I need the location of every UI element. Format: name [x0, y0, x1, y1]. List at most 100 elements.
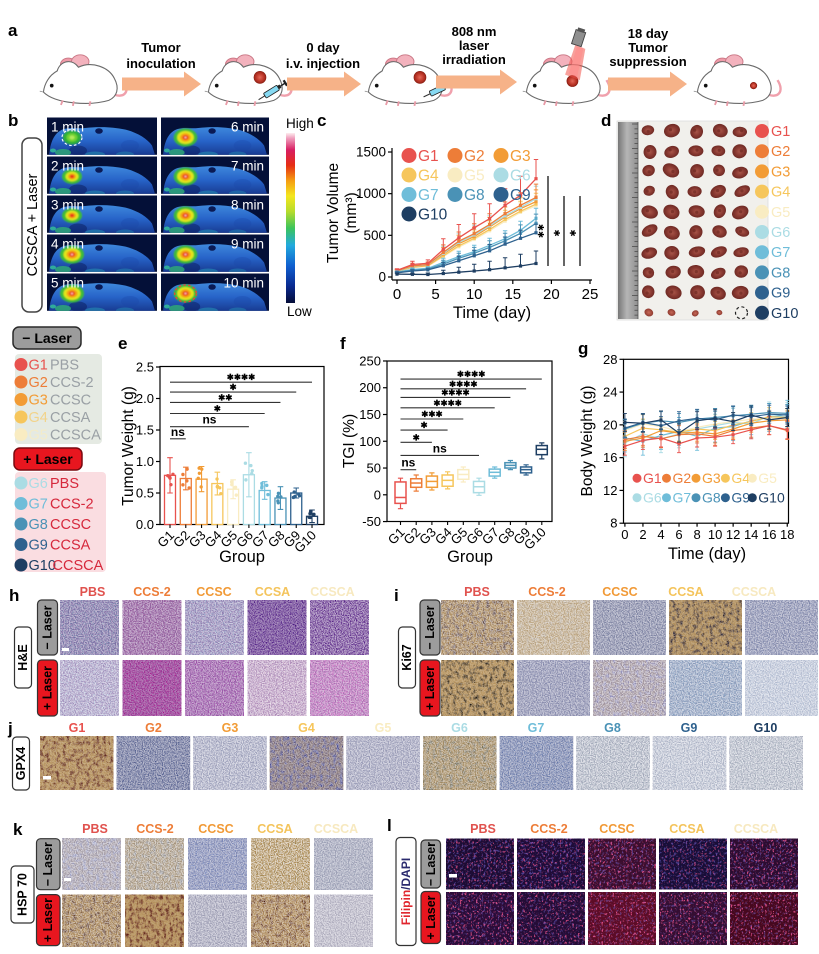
svg-text:i: i	[394, 586, 399, 605]
svg-text:ns: ns	[171, 425, 185, 439]
svg-text:✱: ✱	[568, 229, 578, 236]
svg-text:CCSCA: CCSCA	[310, 585, 354, 599]
svg-text:i.v. injection: i.v. injection	[286, 56, 360, 71]
svg-text:High: High	[286, 116, 314, 131]
svg-text:4 min: 4 min	[51, 237, 84, 252]
svg-text:G1: G1	[29, 358, 48, 374]
svg-text:H&E: H&E	[16, 644, 30, 670]
svg-text:G9: G9	[681, 721, 698, 735]
svg-text:CCSA: CCSA	[50, 538, 91, 554]
svg-text:TGI (%): TGI (%)	[341, 414, 358, 468]
svg-text:Group: Group	[447, 548, 493, 566]
svg-text:G8: G8	[29, 517, 48, 533]
svg-text:PBS: PBS	[50, 476, 79, 492]
svg-text:G8: G8	[604, 721, 621, 735]
svg-text:− Laser: − Laser	[22, 330, 72, 346]
svg-text:+ Laser: + Laser	[41, 898, 55, 942]
svg-text:G10: G10	[771, 306, 798, 322]
svg-text:G3: G3	[702, 470, 721, 486]
svg-text:HSP 70: HSP 70	[16, 873, 30, 916]
svg-text:8 min: 8 min	[231, 198, 264, 213]
svg-text:d: d	[601, 111, 611, 130]
svg-text:f: f	[340, 334, 346, 353]
svg-text:G3: G3	[771, 164, 790, 180]
svg-text:G1: G1	[771, 124, 790, 140]
svg-text:Tumor: Tumor	[141, 40, 180, 55]
svg-text:b: b	[8, 111, 18, 130]
svg-text:G6: G6	[771, 225, 790, 241]
svg-text:Group: Group	[219, 548, 265, 566]
svg-text:a: a	[8, 21, 18, 40]
svg-text:✱✱✱✱: ✱✱✱✱	[449, 379, 478, 389]
svg-text:G9: G9	[771, 286, 790, 302]
svg-text:14: 14	[744, 527, 758, 542]
svg-text:G4: G4	[298, 721, 315, 735]
svg-text:G9: G9	[29, 538, 48, 554]
svg-text:G1: G1	[418, 148, 439, 165]
svg-text:CCSC: CCSC	[50, 517, 91, 533]
svg-text:200: 200	[359, 380, 381, 395]
svg-text:G1: G1	[643, 470, 662, 486]
svg-text:✱: ✱	[420, 420, 428, 430]
svg-text:G7: G7	[29, 497, 48, 513]
svg-text:CCSCA: CCSCA	[314, 822, 358, 836]
svg-text:ns: ns	[433, 441, 447, 455]
svg-text:G7: G7	[771, 245, 790, 261]
svg-text:j: j	[7, 719, 13, 738]
svg-text:✱✱: ✱✱	[218, 392, 233, 402]
svg-text:G5: G5	[758, 470, 777, 486]
svg-text:CCS-2: CCS-2	[133, 585, 171, 599]
svg-text:CCSC: CCSC	[196, 585, 231, 599]
svg-text:28: 28	[603, 352, 617, 367]
svg-text:1000: 1000	[356, 186, 386, 201]
svg-text:20: 20	[543, 286, 560, 303]
svg-text:✱✱✱: ✱✱✱	[421, 409, 443, 419]
svg-text:1 min: 1 min	[51, 120, 84, 135]
svg-text:✱✱✱✱: ✱✱✱✱	[457, 369, 486, 379]
svg-text:CCSA: CCSA	[668, 585, 703, 599]
svg-text:2.0: 2.0	[136, 391, 154, 406]
svg-text:1500: 1500	[356, 145, 386, 160]
svg-text:+ Laser: + Laser	[424, 895, 438, 939]
svg-text:0 day: 0 day	[306, 40, 340, 55]
svg-text:G6: G6	[451, 721, 468, 735]
svg-text:18 day: 18 day	[628, 26, 669, 41]
svg-text:PBS: PBS	[470, 822, 496, 836]
svg-text:PBS: PBS	[464, 585, 490, 599]
svg-text:CCS-2: CCS-2	[528, 585, 566, 599]
svg-text:Tumor Weight (g): Tumor Weight (g)	[120, 386, 137, 506]
svg-text:CCS-2: CCS-2	[136, 822, 174, 836]
svg-text:0.0: 0.0	[136, 517, 154, 532]
svg-text:7 min: 7 min	[231, 159, 264, 174]
svg-text:+ Laser: + Laser	[423, 666, 437, 710]
svg-text:Time (day): Time (day)	[668, 545, 746, 563]
svg-text:G4: G4	[418, 168, 439, 185]
svg-text:CCS-2: CCS-2	[50, 497, 94, 513]
svg-text:0: 0	[378, 270, 386, 285]
svg-text:(mm³): (mm³)	[343, 192, 360, 233]
svg-text:G7: G7	[528, 721, 545, 735]
svg-text:g: g	[578, 339, 588, 358]
svg-text:20: 20	[603, 417, 617, 432]
svg-text:G1: G1	[69, 721, 86, 735]
svg-text:G5: G5	[464, 168, 485, 185]
svg-text:9 min: 9 min	[231, 237, 264, 252]
svg-text:6: 6	[675, 527, 682, 542]
svg-text:8: 8	[610, 516, 617, 531]
svg-text:24: 24	[603, 385, 617, 400]
svg-text:15: 15	[504, 286, 521, 303]
svg-text:2.5: 2.5	[136, 360, 154, 375]
svg-text:CCSA: CCSA	[255, 585, 290, 599]
svg-text:CCSA: CCSA	[669, 822, 704, 836]
svg-text:G10: G10	[418, 207, 448, 224]
svg-text:1.0: 1.0	[136, 454, 154, 469]
svg-text:− Laser: − Laser	[41, 605, 55, 649]
svg-text:G7: G7	[418, 187, 439, 204]
svg-text:12: 12	[726, 527, 740, 542]
svg-text:10: 10	[708, 527, 722, 542]
svg-text:16: 16	[603, 450, 617, 465]
svg-text:CCSCA: CCSCA	[732, 585, 776, 599]
svg-text:✱✱✱✱: ✱✱✱✱	[227, 372, 256, 382]
svg-text:6 min: 6 min	[231, 120, 264, 135]
svg-text:GPX4: GPX4	[14, 747, 28, 780]
